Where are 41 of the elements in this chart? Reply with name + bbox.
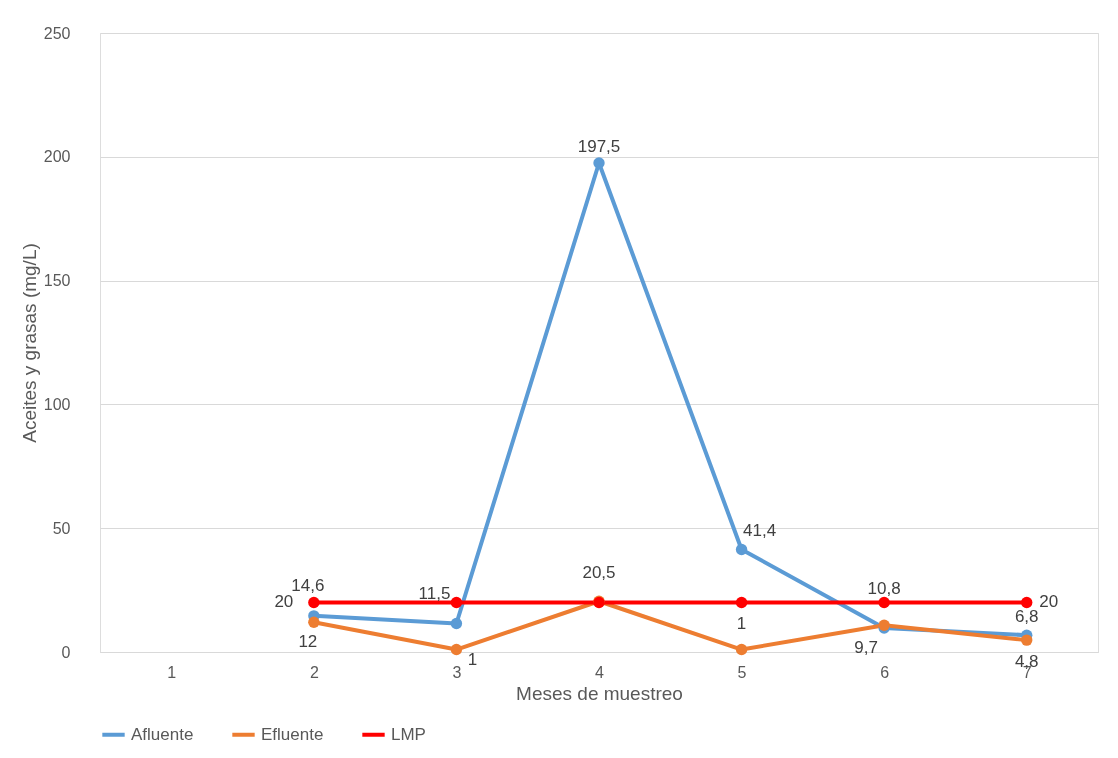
data-label: 1 — [736, 613, 747, 633]
data-label: 197,5 — [577, 136, 621, 156]
data-label: 10,8 — [867, 579, 901, 599]
data-label: 11,5 — [418, 583, 451, 603]
point — [308, 616, 320, 628]
y-tick-label: 50 — [52, 519, 71, 537]
point — [450, 617, 463, 630]
legend-label: LMP — [391, 724, 426, 744]
data-label: 41,4 — [743, 521, 777, 541]
x-tick-label: 4 — [595, 663, 605, 681]
data-label: 6,8 — [1014, 607, 1039, 627]
data-label: 14,6 — [291, 575, 325, 595]
point — [1021, 634, 1033, 646]
point — [1021, 596, 1033, 609]
point — [735, 643, 748, 656]
point — [735, 543, 748, 556]
legend-label: Efluente — [261, 724, 324, 744]
y-tick-label: 200 — [43, 148, 71, 166]
data-label: 20,5 — [582, 563, 616, 583]
point — [735, 596, 748, 609]
data-label: 20 — [274, 592, 294, 612]
data-label: 9,7 — [854, 637, 878, 657]
y-tick-label: 100 — [43, 395, 71, 413]
x-tick-label: 3 — [452, 663, 462, 681]
data-label: 20 — [1039, 592, 1059, 612]
point — [878, 596, 890, 609]
point — [450, 596, 463, 609]
point — [593, 157, 605, 169]
y-tick-label: 0 — [61, 643, 71, 661]
point — [308, 596, 320, 609]
x-axis-title: Meses de muestreo — [516, 682, 683, 704]
legend-label: Afluente — [131, 724, 194, 744]
x-tick-label: 6 — [880, 663, 890, 681]
y-tick-label: 150 — [43, 272, 71, 290]
x-tick-label: 5 — [737, 663, 747, 681]
x-tick-label: 1 — [167, 663, 177, 681]
y-axis-title: Aceites y grasas (mg/L) — [18, 243, 40, 443]
point — [450, 643, 463, 656]
x-tick-label: 2 — [309, 663, 319, 681]
y-tick-label: 250 — [43, 24, 71, 42]
data-label: 12 — [298, 632, 318, 652]
